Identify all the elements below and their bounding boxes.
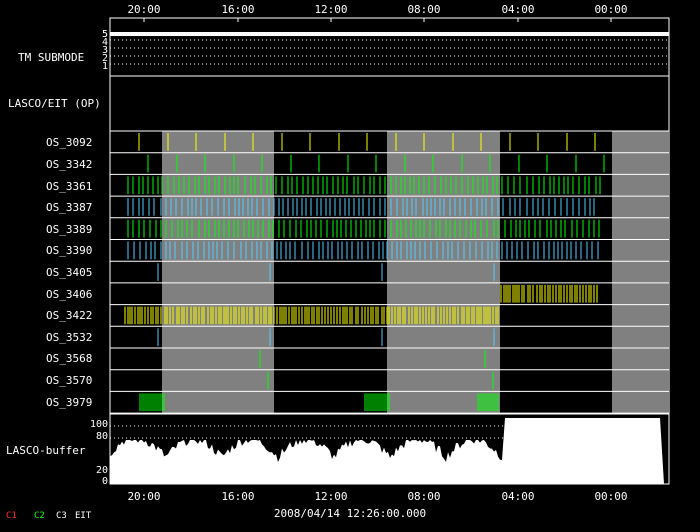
row-label: OS_3570: [46, 374, 93, 387]
shaded-region: [612, 131, 669, 414]
submode-level: 4: [101, 37, 108, 48]
submode-label: TM SUBMODE: [18, 51, 85, 64]
submode-level: 1: [101, 61, 108, 72]
submode-level: 5: [101, 29, 108, 40]
row-label: OS_3406: [46, 288, 93, 301]
bottom-tick-label: 20:00: [127, 490, 161, 503]
row-label: OS_3979: [46, 396, 93, 409]
bottom-tick-label: 16:00: [221, 490, 255, 503]
row-label: OS_3568: [46, 352, 93, 365]
shaded-region: [387, 131, 500, 414]
buffer-level: 0: [101, 476, 108, 487]
row-label: OS_3390: [46, 244, 93, 257]
row-label: OS_3342: [46, 158, 93, 171]
timestamp: 2008/04/14 12:26:00.000: [273, 507, 427, 520]
top-tick-label: 04:00: [501, 3, 535, 16]
op-panel-label: LASCO/EIT (OP): [8, 97, 101, 110]
top-tick-label: 20:00: [127, 3, 161, 16]
top-tick-label: 00:00: [594, 3, 628, 16]
buffer-label: LASCO-buffer: [6, 444, 86, 457]
buffer-level: 20: [95, 465, 108, 476]
submode-bar: [110, 32, 669, 36]
row-label: OS_3532: [46, 331, 93, 344]
row-label: OS_3389: [46, 223, 93, 236]
buffer-level: 80: [95, 431, 108, 442]
bottom-tick-label: 08:00: [407, 490, 441, 503]
top-tick-label: 08:00: [407, 3, 441, 16]
legend-c2: C2: [34, 511, 45, 521]
legend-eit: EIT: [75, 511, 92, 521]
bottom-tick-label: 00:00: [594, 490, 628, 503]
legend-c1: C1: [6, 511, 17, 521]
row-label: OS_3387: [46, 201, 93, 214]
bottom-tick-label: 04:00: [501, 490, 535, 503]
buffer-fill: [110, 418, 664, 484]
row-label: OS_3361: [46, 180, 93, 193]
row-label: OS_3092: [46, 136, 93, 149]
top-tick-label: 16:00: [221, 3, 255, 16]
legend-c3: C3: [56, 511, 67, 521]
submode-level: 2: [101, 53, 108, 64]
buffer-level: 100: [89, 419, 108, 430]
shaded-region: [162, 131, 274, 414]
submode-level: 3: [101, 45, 108, 56]
row-label: OS_3405: [46, 266, 93, 279]
top-tick-label: 12:00: [314, 3, 348, 16]
row-label: OS_3422: [46, 309, 93, 322]
bottom-tick-label: 12:00: [314, 490, 348, 503]
